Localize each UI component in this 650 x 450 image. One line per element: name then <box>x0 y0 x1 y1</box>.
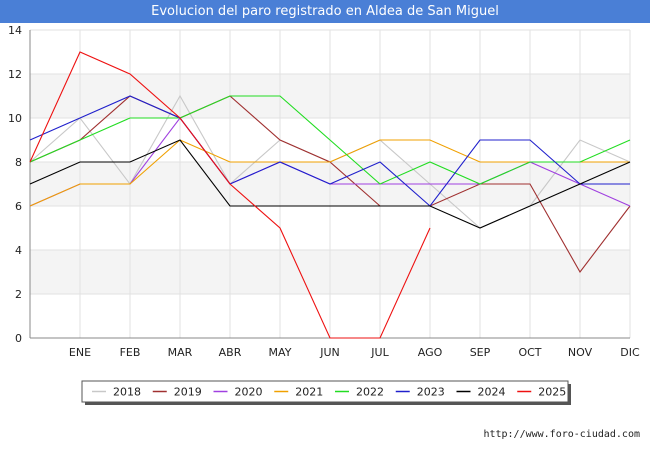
x-tick-label: ABR <box>219 346 242 359</box>
legend-label-2021: 2021 <box>295 386 323 399</box>
x-tick-label: OCT <box>518 346 541 359</box>
y-tick-label: 12 <box>8 68 22 81</box>
source-url[interactable]: http://www.foro-ciudad.com <box>483 429 640 440</box>
x-tick-label: ENE <box>69 346 91 359</box>
x-tick-label: JUL <box>370 346 389 359</box>
y-tick-label: 8 <box>15 156 22 169</box>
series-line-2023 <box>29 95 630 207</box>
series-line-2025 <box>29 51 431 339</box>
x-tick-label: FEB <box>120 346 141 359</box>
legend-label-2024: 2024 <box>478 386 506 399</box>
legend-label-2025: 2025 <box>538 386 566 399</box>
legend-label-2023: 2023 <box>417 386 445 399</box>
x-tick-label: AGO <box>418 346 443 359</box>
series-line-2022 <box>29 95 631 185</box>
x-tick-label: DIC <box>620 346 640 359</box>
y-tick-label: 14 <box>8 24 22 37</box>
legend-label-2019: 2019 <box>174 386 202 399</box>
legend-label-2020: 2020 <box>235 386 263 399</box>
x-tick-label: JUN <box>319 346 340 359</box>
y-tick-label: 2 <box>15 288 22 301</box>
chart-title: Evolucion del paro registrado en Aldea d… <box>0 0 650 23</box>
x-tick-label: MAR <box>168 346 193 359</box>
y-tick-label: 6 <box>15 200 22 213</box>
x-tick-label: MAY <box>269 346 292 359</box>
legend-label-2018: 2018 <box>113 386 141 399</box>
y-tick-label: 4 <box>15 244 22 257</box>
x-tick-label: NOV <box>568 346 593 359</box>
y-tick-label: 0 <box>15 332 22 345</box>
legend-box <box>81 380 569 403</box>
series-line-2024 <box>29 139 631 229</box>
x-tick-label: SEP <box>470 346 491 359</box>
y-tick-label: 10 <box>8 112 22 125</box>
legend-label-2022: 2022 <box>356 386 384 399</box>
